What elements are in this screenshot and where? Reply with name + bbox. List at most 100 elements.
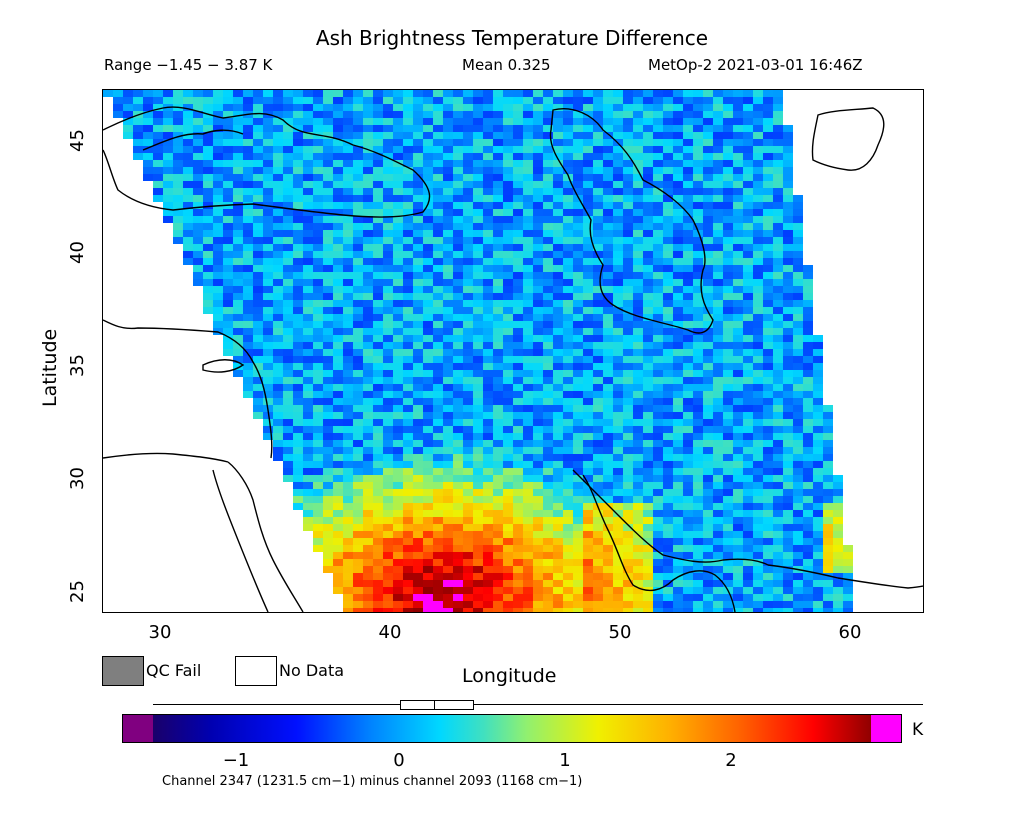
btd-cell bbox=[393, 349, 403, 356]
btd-cell bbox=[483, 475, 493, 482]
btd-cell bbox=[473, 111, 483, 118]
btd-cell bbox=[743, 433, 753, 440]
btd-cell bbox=[483, 279, 493, 286]
btd-cell bbox=[693, 391, 703, 398]
btd-cell bbox=[723, 97, 733, 104]
btd-cell bbox=[583, 258, 593, 265]
btd-cell bbox=[243, 153, 253, 160]
btd-cell bbox=[303, 440, 313, 447]
btd-cell bbox=[473, 209, 483, 216]
btd-cell bbox=[353, 412, 363, 419]
btd-cell bbox=[363, 216, 373, 223]
btd-cell bbox=[283, 279, 293, 286]
btd-cell bbox=[423, 195, 433, 202]
btd-cell bbox=[273, 412, 283, 419]
btd-cell bbox=[533, 538, 543, 545]
btd-cell bbox=[533, 405, 543, 412]
btd-cell bbox=[363, 104, 373, 111]
btd-cell bbox=[313, 496, 323, 503]
btd-cell bbox=[653, 482, 663, 489]
btd-cell bbox=[663, 426, 673, 433]
btd-cell bbox=[773, 356, 783, 363]
btd-cell bbox=[543, 384, 553, 391]
btd-cell bbox=[323, 398, 333, 405]
btd-cell bbox=[723, 349, 733, 356]
btd-cell bbox=[563, 594, 573, 601]
btd-cell bbox=[353, 440, 363, 447]
btd-cell bbox=[713, 153, 723, 160]
btd-cell bbox=[593, 566, 603, 573]
btd-cell bbox=[403, 573, 413, 580]
btd-cell bbox=[263, 286, 273, 293]
btd-cell bbox=[323, 97, 333, 104]
btd-cell bbox=[263, 132, 273, 139]
btd-cell bbox=[273, 314, 283, 321]
map-panel[interactable] bbox=[102, 89, 924, 613]
btd-cell bbox=[433, 398, 443, 405]
btd-cell bbox=[463, 552, 473, 559]
btd-cell bbox=[363, 258, 373, 265]
btd-cell bbox=[533, 230, 543, 237]
btd-cell bbox=[603, 153, 613, 160]
btd-cell bbox=[303, 125, 313, 132]
btd-cell bbox=[463, 216, 473, 223]
btd-cell bbox=[363, 307, 373, 314]
btd-cell bbox=[273, 419, 283, 426]
btd-cell bbox=[473, 587, 483, 594]
btd-cell bbox=[603, 461, 613, 468]
btd-cell bbox=[303, 356, 313, 363]
btd-cell bbox=[793, 328, 803, 335]
btd-cell bbox=[793, 195, 803, 202]
btd-cell bbox=[333, 223, 343, 230]
btd-cell bbox=[313, 356, 323, 363]
btd-cell bbox=[783, 552, 793, 559]
btd-cell bbox=[653, 244, 663, 251]
btd-cell bbox=[253, 139, 263, 146]
btd-cell bbox=[273, 202, 283, 209]
btd-cell bbox=[373, 251, 383, 258]
btd-cell bbox=[623, 370, 633, 377]
btd-cell bbox=[513, 426, 523, 433]
btd-cell bbox=[313, 440, 323, 447]
btd-cell bbox=[523, 90, 533, 97]
btd-cell bbox=[463, 349, 473, 356]
btd-cell bbox=[743, 104, 753, 111]
btd-cell bbox=[313, 517, 323, 524]
btd-cell bbox=[783, 496, 793, 503]
btd-cell bbox=[633, 335, 643, 342]
btd-cell bbox=[623, 209, 633, 216]
btd-cell bbox=[713, 545, 723, 552]
btd-cell bbox=[663, 510, 673, 517]
btd-cell bbox=[333, 97, 343, 104]
btd-cell bbox=[163, 132, 173, 139]
btd-cell bbox=[563, 97, 573, 104]
btd-cell bbox=[733, 146, 743, 153]
btd-cell bbox=[123, 111, 133, 118]
btd-cell bbox=[823, 454, 833, 461]
btd-cell bbox=[193, 237, 203, 244]
btd-cell bbox=[143, 153, 153, 160]
btd-cell bbox=[673, 321, 683, 328]
btd-cell bbox=[603, 524, 613, 531]
btd-cell bbox=[663, 440, 673, 447]
btd-cell bbox=[243, 230, 253, 237]
btd-cell bbox=[693, 139, 703, 146]
btd-cell bbox=[363, 538, 373, 545]
btd-cell bbox=[233, 202, 243, 209]
btd-cell bbox=[463, 188, 473, 195]
btd-cell bbox=[673, 293, 683, 300]
btd-cell bbox=[483, 510, 493, 517]
btd-cell bbox=[543, 335, 553, 342]
btd-cell bbox=[813, 524, 823, 531]
btd-cell bbox=[483, 524, 493, 531]
btd-cell bbox=[513, 419, 523, 426]
btd-cell bbox=[533, 580, 543, 587]
btd-cell bbox=[663, 272, 673, 279]
btd-cell bbox=[503, 125, 513, 132]
btd-cell bbox=[593, 440, 603, 447]
btd-cell bbox=[633, 363, 643, 370]
btd-cell bbox=[443, 412, 453, 419]
btd-cell bbox=[383, 461, 393, 468]
btd-cell bbox=[283, 314, 293, 321]
btd-cell bbox=[643, 111, 653, 118]
